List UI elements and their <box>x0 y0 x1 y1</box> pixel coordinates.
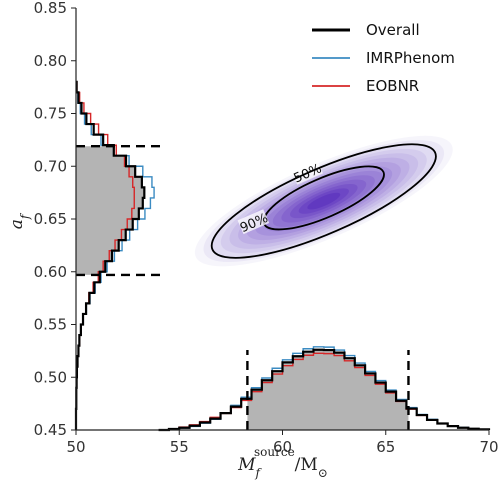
y-tick-label: 0.55 <box>34 316 67 334</box>
y-tick-label: 0.65 <box>34 210 67 228</box>
spin-marginal-histogram <box>74 80 155 430</box>
contour-90 <box>210 143 437 259</box>
x-tick-label: 60 <box>273 438 292 456</box>
credible-interval-markers <box>76 145 410 430</box>
contour-label-bg <box>237 209 270 235</box>
spin-hist-fill <box>76 146 145 275</box>
y-axis-label: af <box>7 212 32 229</box>
spin-hist-overall <box>74 80 146 430</box>
x-axis-label: Mfsource/M⊙ <box>237 445 328 480</box>
density-level-14 <box>307 192 341 210</box>
y-tick-label: 0.45 <box>34 421 67 439</box>
y-tick-label: 0.75 <box>34 105 67 123</box>
mass-hist-overall <box>158 348 491 432</box>
y-tick-label: 0.70 <box>34 157 67 175</box>
legend: Overall IMRPhenom EOBNR <box>312 21 455 95</box>
joint-density <box>194 135 453 267</box>
y-tick-label: 0.85 <box>34 0 67 17</box>
legend-label-imrphenom: IMRPhenom <box>366 49 455 67</box>
mass-hist-fill <box>247 349 409 430</box>
axes: 50 55 60 65 70 0.45 0.50 0.55 0.60 0.65 0.70 0.75 0.… <box>7 0 499 480</box>
mass-marginal-histogram <box>158 346 491 432</box>
y-tick-label: 0.60 <box>34 263 67 281</box>
legend-label-eobnr: EOBNR <box>366 77 419 95</box>
x-tick-label: 50 <box>66 438 85 456</box>
x-tick-label: 65 <box>376 438 395 456</box>
legend-label-overall: Overall <box>366 21 420 39</box>
x-tick-label: 55 <box>170 438 189 456</box>
x-tick-label: 70 <box>479 438 498 456</box>
y-tick-label: 0.50 <box>34 368 67 386</box>
y-tick-label: 0.80 <box>34 52 67 70</box>
